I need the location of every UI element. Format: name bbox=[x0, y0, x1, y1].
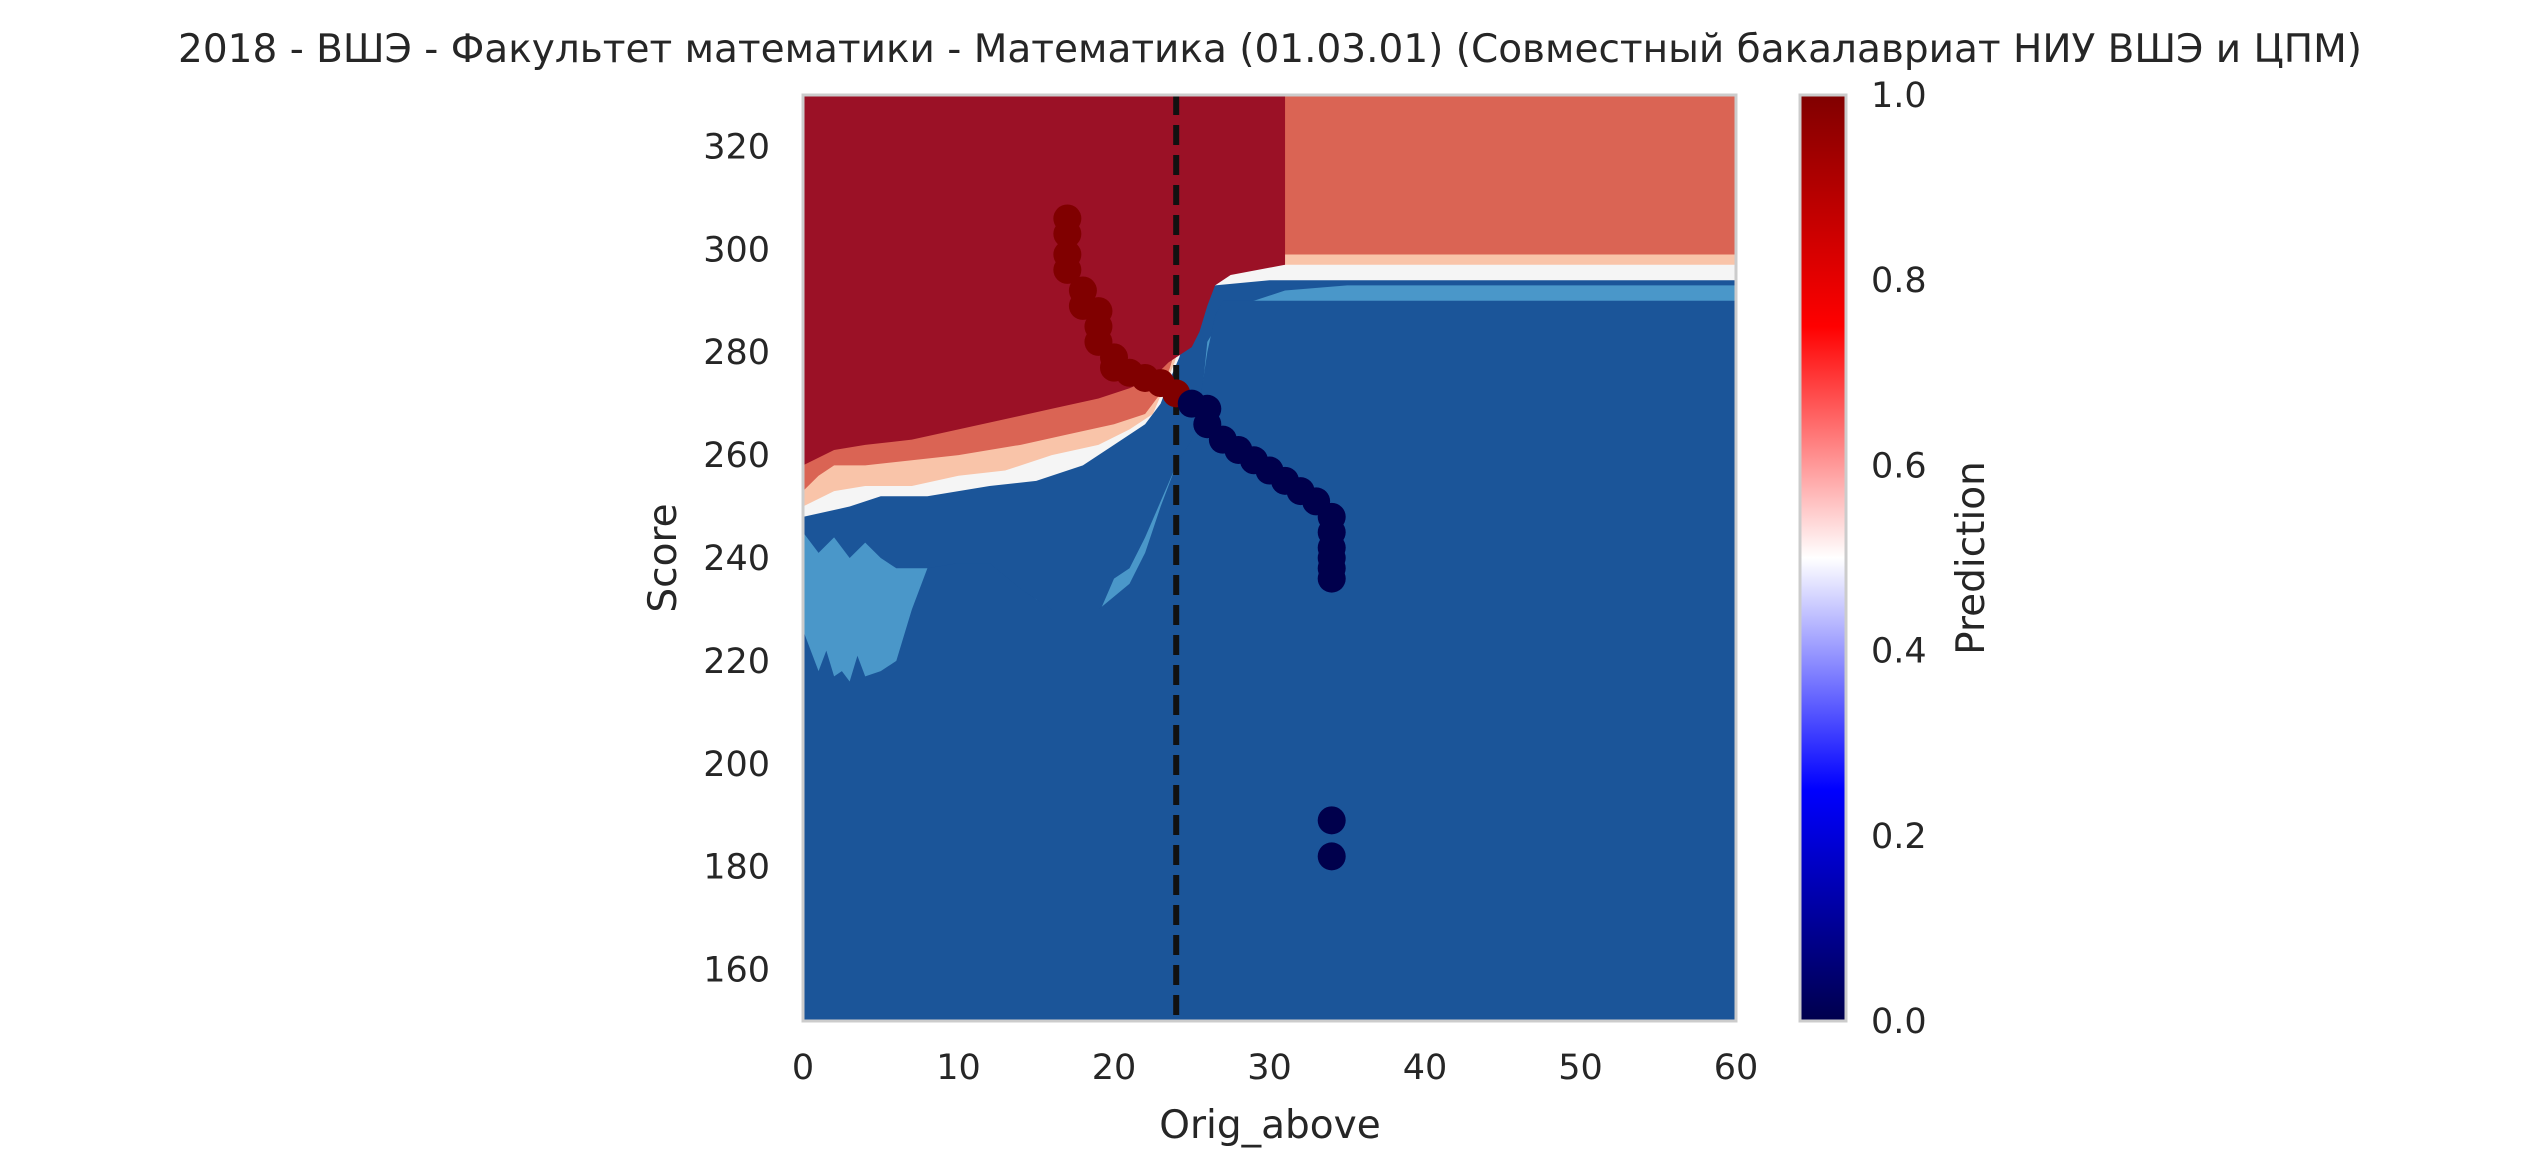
y-tick-label: 280 bbox=[703, 333, 770, 373]
colorbar-tick-label: 1.0 bbox=[1871, 76, 1927, 116]
y-tick-label: 200 bbox=[703, 745, 770, 785]
x-tick-label: 30 bbox=[1247, 1048, 1292, 1088]
y-tick-label: 180 bbox=[703, 848, 770, 888]
rejected-point bbox=[1317, 842, 1346, 871]
y-tick-label: 220 bbox=[703, 642, 770, 682]
y-axis-label: Score bbox=[641, 503, 686, 612]
colorbar-tick-label: 0.4 bbox=[1871, 632, 1927, 672]
colorbar-ticks: 0.0 0.2 0.4 0.6 0.8 1.0 bbox=[1871, 76, 1927, 1042]
y-tick-label: 320 bbox=[703, 127, 770, 167]
colorbar-tick-label: 0.6 bbox=[1871, 446, 1927, 486]
plot-frame bbox=[801, 93, 1738, 1023]
colorbar-tick-label: 0.0 bbox=[1871, 1002, 1927, 1042]
y-tick-label: 160 bbox=[703, 951, 770, 991]
data-points bbox=[1053, 204, 1346, 871]
colorbar-label: Prediction bbox=[1949, 461, 1994, 655]
x-tick-label: 40 bbox=[1403, 1048, 1448, 1088]
rejected-point bbox=[1317, 564, 1346, 593]
rejected-point bbox=[1317, 806, 1346, 835]
contour-band bbox=[803, 95, 1286, 466]
y-tick-label: 300 bbox=[703, 230, 770, 270]
prediction-contours bbox=[803, 95, 1736, 1021]
x-tick-label: 0 bbox=[792, 1048, 814, 1088]
y-axis-ticks: 160 180 200 220 240 260 280 300 320 bbox=[703, 127, 770, 990]
contour-band bbox=[803, 300, 1736, 1021]
plot-area bbox=[803, 95, 1736, 1021]
y-tick-label: 260 bbox=[703, 436, 770, 476]
x-tick-label: 10 bbox=[936, 1048, 981, 1088]
y-tick-label: 240 bbox=[703, 539, 770, 579]
colorbar bbox=[1798, 93, 1848, 1023]
x-axis-ticks: 0 10 20 30 40 50 60 bbox=[792, 1048, 1758, 1088]
admitted-point bbox=[1053, 255, 1082, 284]
colorbar-tick-label: 0.2 bbox=[1871, 817, 1927, 857]
colorbar-tick-label: 0.8 bbox=[1871, 261, 1927, 301]
admitted-point bbox=[1053, 219, 1082, 248]
chart-title: 2018 - ВШЭ - Факультет математики - Мате… bbox=[178, 27, 2362, 72]
x-tick-label: 20 bbox=[1092, 1048, 1137, 1088]
x-axis-label: Orig_above bbox=[1159, 1103, 1380, 1148]
x-tick-label: 60 bbox=[1714, 1048, 1759, 1088]
x-tick-label: 50 bbox=[1558, 1048, 1603, 1088]
